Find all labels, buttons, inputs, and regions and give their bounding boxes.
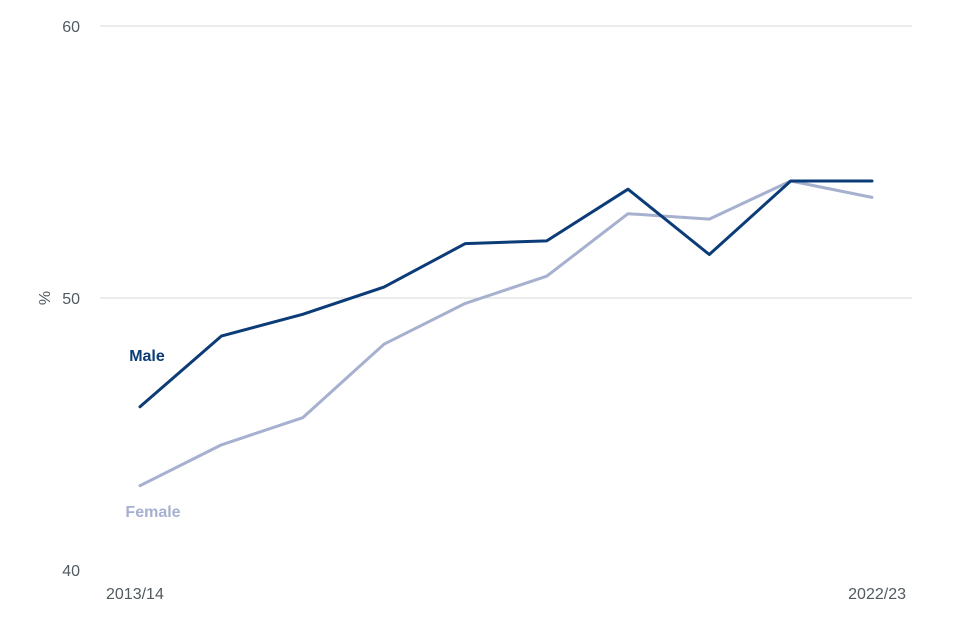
x-axis-ticks: 2013/14 2022/23	[106, 586, 906, 603]
series-label-male: Male	[129, 348, 165, 365]
series-layer	[138, 179, 874, 488]
y-tick-label: 60	[62, 19, 80, 36]
series-label-female: Female	[125, 504, 180, 521]
series-line-male	[138, 179, 874, 409]
y-axis-ticks: 40 50 60	[62, 19, 80, 580]
y-tick-label: 40	[62, 563, 80, 580]
y-tick-label: 50	[62, 291, 80, 308]
series-labels: Male Female	[125, 348, 180, 521]
grid-layer	[100, 25, 912, 299]
series-line-female	[138, 179, 874, 488]
x-tick-label: 2022/23	[848, 586, 906, 603]
x-tick-label: 2013/14	[106, 586, 164, 603]
y-axis-title: %	[37, 291, 54, 305]
